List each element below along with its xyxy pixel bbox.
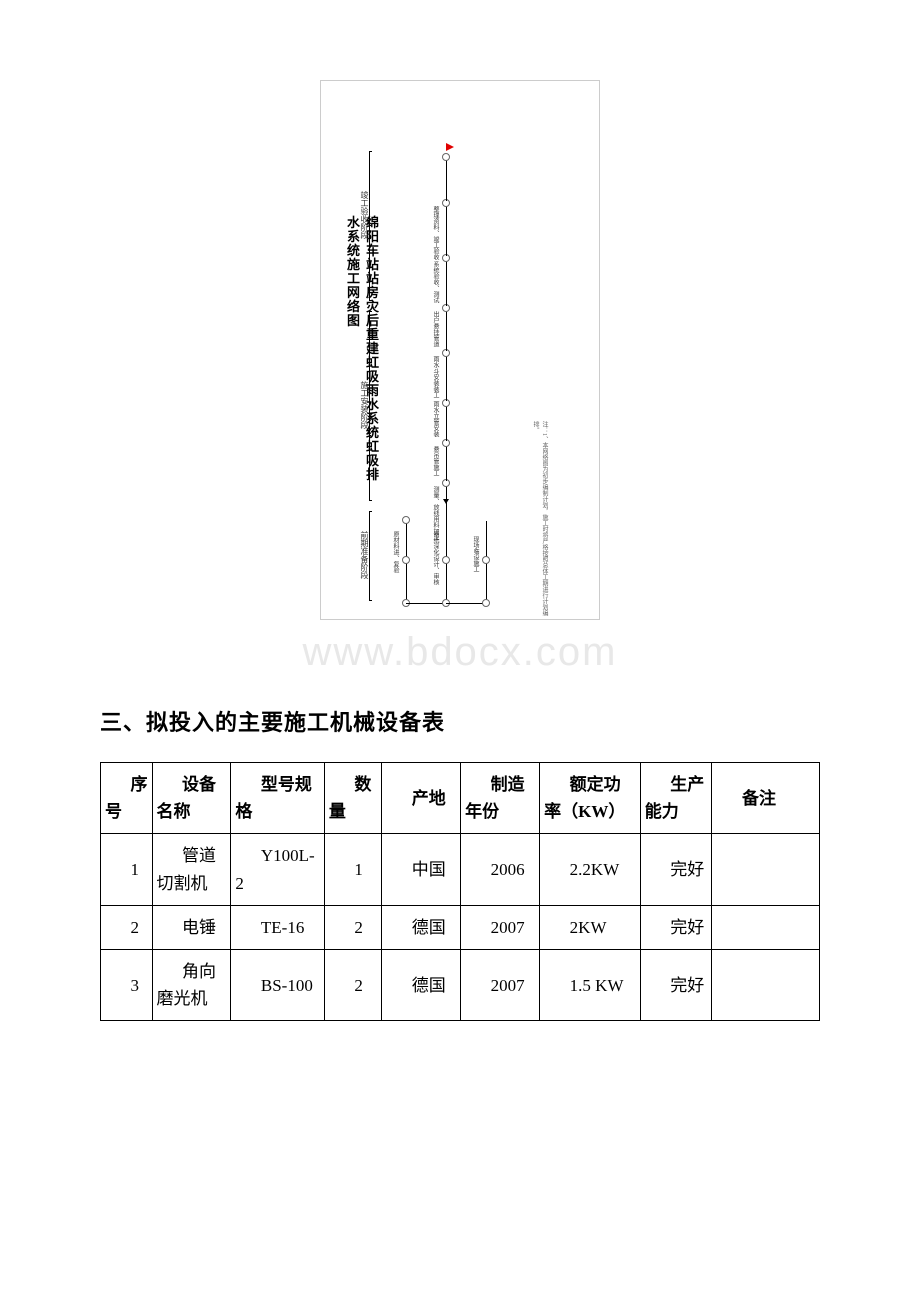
cell-model: TE-16 bbox=[231, 905, 324, 949]
diagram-note: 注：1、本网络图为初步编制计划，施工时将严格按照总体工期进行计划编排。 bbox=[531, 421, 549, 619]
cell-origin: 德国 bbox=[382, 905, 461, 949]
cell-year: 2006 bbox=[461, 834, 540, 905]
network-node bbox=[482, 599, 490, 607]
task-test: 系统验收、测试 bbox=[431, 261, 440, 303]
cell-year: 2007 bbox=[461, 905, 540, 949]
cell-model: Y100L-2 bbox=[231, 834, 324, 905]
cell-capacity: 完好 bbox=[640, 834, 712, 905]
th-num: 序号 bbox=[101, 763, 153, 834]
cell-name: 管道切割机 bbox=[152, 834, 231, 905]
cell-year: 2007 bbox=[461, 949, 540, 1020]
network-line bbox=[446, 156, 447, 201]
cell-name: 角向磨光机 bbox=[152, 949, 231, 1020]
table-header-row: 序号 设备名称 型号规格 数量 产地 制造年份 额定功率（KW） 生产能力 备注 bbox=[101, 763, 820, 834]
cell-name: 电锤 bbox=[152, 905, 231, 949]
network-line bbox=[406, 603, 446, 604]
task-site: 现场临设施工 bbox=[471, 536, 480, 572]
cell-num: 2 bbox=[101, 905, 153, 949]
arrow-icon bbox=[443, 499, 449, 504]
cell-capacity: 完好 bbox=[640, 949, 712, 1020]
network-diagram: 绵阳车站站房灾后重建虹吸雨水系统虹吸排水系统施工网络图 前期准备阶段 施工安装阶… bbox=[320, 80, 600, 620]
network-line bbox=[446, 306, 447, 351]
th-qty: 数量 bbox=[324, 763, 381, 834]
cell-num: 1 bbox=[101, 834, 153, 905]
cell-power: 2KW bbox=[540, 905, 641, 949]
cell-origin: 德国 bbox=[382, 949, 461, 1020]
phase-label-complete: 竣工验收阶段 bbox=[359, 191, 370, 239]
cell-note bbox=[712, 949, 820, 1020]
th-origin: 产地 bbox=[382, 763, 461, 834]
task-outhang: 出户悬挂管道 bbox=[431, 311, 440, 347]
section-heading: 三、拟投入的主要施工机械设备表 bbox=[100, 705, 820, 737]
cell-num: 3 bbox=[101, 949, 153, 1020]
watermark-text: www.bdocx.com bbox=[100, 630, 820, 675]
network-node bbox=[482, 556, 490, 564]
cell-note bbox=[712, 905, 820, 949]
network-node-end bbox=[442, 153, 450, 161]
equipment-table: 序号 设备名称 型号规格 数量 产地 制造年份 额定功率（KW） 生产能力 备注… bbox=[100, 762, 820, 1021]
task-material: 原材料进、复验 bbox=[391, 531, 400, 573]
cell-qty: 2 bbox=[324, 905, 381, 949]
network-line bbox=[446, 441, 447, 481]
task-riser: 雨水立管安装 bbox=[431, 401, 440, 437]
network-line bbox=[446, 201, 447, 256]
task-cleanup: 整理资料、竣工验收 bbox=[431, 206, 440, 260]
phase-label-install: 施工安装阶段 bbox=[359, 381, 370, 429]
phase-label-prep: 前期准备阶段 bbox=[359, 531, 370, 579]
network-line bbox=[446, 351, 447, 401]
diagram-title: 绵阳车站站房灾后重建虹吸雨水系统虹吸排水系统施工网络图 bbox=[343, 216, 381, 485]
th-note: 备注 bbox=[712, 763, 820, 834]
table-row: 2 电锤 TE-16 2 德国 2007 2KW 完好 bbox=[101, 905, 820, 949]
task-hanger: 悬吊管施工 bbox=[431, 446, 440, 476]
table-row: 1 管道切割机 Y100L-2 1 中国 2006 2.2KW 完好 bbox=[101, 834, 820, 905]
table-body: 1 管道切割机 Y100L-2 1 中国 2006 2.2KW 完好 2 电锤 … bbox=[101, 834, 820, 1021]
table-row: 3 角向磨光机 BS-100 2 德国 2007 1.5 KW 完好 bbox=[101, 949, 820, 1020]
th-power: 额定功率（KW） bbox=[540, 763, 641, 834]
th-year: 制造年份 bbox=[461, 763, 540, 834]
network-node bbox=[402, 556, 410, 564]
task-measure: 测量、放线用料加工 bbox=[431, 486, 440, 540]
th-capacity: 生产能力 bbox=[640, 763, 712, 834]
network-node bbox=[442, 556, 450, 564]
th-model: 型号规格 bbox=[231, 763, 324, 834]
cell-power: 1.5 KW bbox=[540, 949, 641, 1020]
network-line bbox=[446, 401, 447, 441]
cell-origin: 中国 bbox=[382, 834, 461, 905]
network-line bbox=[446, 256, 447, 306]
cell-qty: 2 bbox=[324, 949, 381, 1020]
network-line bbox=[446, 603, 486, 604]
cell-model: BS-100 bbox=[231, 949, 324, 1020]
cell-capacity: 完好 bbox=[640, 905, 712, 949]
task-bucket: 雨水斗安装装工 bbox=[431, 356, 440, 398]
network-node bbox=[402, 516, 410, 524]
th-name: 设备名称 bbox=[152, 763, 231, 834]
cell-qty: 1 bbox=[324, 834, 381, 905]
cell-note bbox=[712, 834, 820, 905]
cell-power: 2.2KW bbox=[540, 834, 641, 905]
flag-icon bbox=[446, 143, 454, 151]
